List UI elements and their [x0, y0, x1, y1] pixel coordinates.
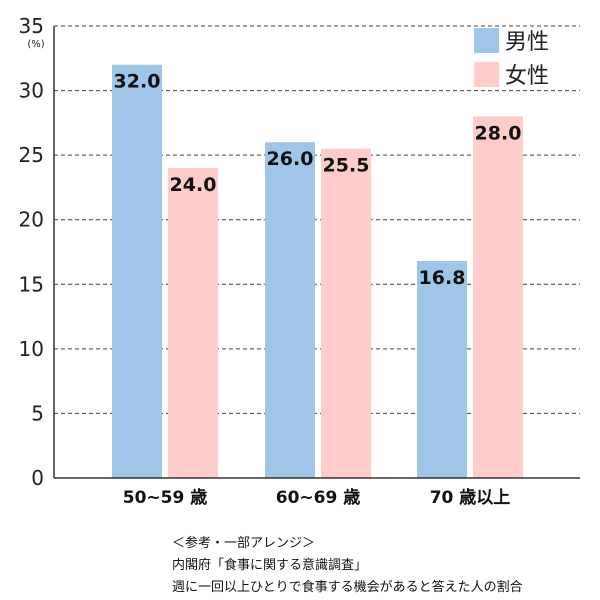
bar-male [265, 142, 315, 478]
y-axis-unit: (%) [27, 39, 44, 50]
axes [53, 26, 580, 479]
bar-male [112, 64, 162, 478]
y-tick-labels: 0 5 10 15 20 25 30 35 [19, 14, 44, 490]
bar-female [473, 116, 523, 479]
legend-swatch [474, 62, 499, 87]
legend-swatch [474, 28, 499, 53]
y-tick-label: 35 [19, 14, 44, 38]
category-label: 60~69 歳 [276, 487, 360, 508]
category-label: 70 歳以上 [430, 487, 511, 508]
y-tick-label: 0 [31, 466, 44, 490]
bar-female [168, 168, 218, 479]
source-note-line-1: ＜参考・一部アレンジ＞ [172, 536, 316, 551]
data-labels: 32.0 24.0 26.0 25.5 16.8 28.0 [114, 71, 522, 289]
y-tick-label: 25 [19, 143, 44, 167]
data-label: 26.0 [267, 148, 314, 170]
source-note-line-3: 週に一回以上ひとりで食事する機会があると答えた人の割合 [172, 580, 523, 595]
data-label: 25.5 [323, 155, 370, 177]
bars [112, 64, 523, 479]
source-note-line-2: 内閣府「食事に関する意識調査」 [172, 558, 368, 573]
data-label: 32.0 [114, 71, 161, 93]
category-label: 50~59 歳 [123, 487, 207, 508]
y-tick-label: 15 [19, 272, 44, 296]
y-tick-label: 30 [19, 79, 44, 103]
legend-label: 女性 [505, 64, 549, 89]
data-label: 28.0 [475, 122, 522, 144]
bar-female [321, 148, 371, 478]
category-labels: 50~59 歳 60~69 歳 70 歳以上 [123, 487, 511, 508]
data-label: 16.8 [419, 267, 466, 289]
y-tick-label: 5 [31, 401, 44, 425]
legend-label: 男性 [505, 30, 549, 55]
y-tick-label: 10 [19, 337, 44, 361]
bar-male [417, 261, 467, 478]
data-label: 24.0 [170, 174, 217, 196]
y-tick-label: 20 [19, 208, 44, 232]
